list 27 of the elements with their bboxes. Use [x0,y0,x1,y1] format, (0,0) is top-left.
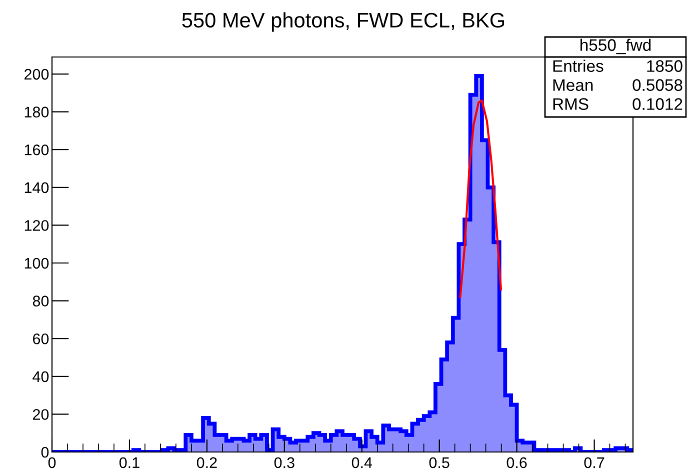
x-tick-label: 0.6 [506,457,527,468]
annotation: 0.5058 [632,79,682,91]
y-tick-label: 140 [24,182,49,194]
text: 1850 [647,60,682,72]
y-tick-label: 160 [24,144,49,156]
x-tick-label: 0.1 [119,457,140,468]
y-tick-label: 100 [24,258,49,269]
y-tick-label: 60 [33,333,49,344]
annotation: RMS [553,98,588,110]
text: h550_fwd [580,38,651,54]
annotation: Mean [553,79,593,91]
y-tick-label: 20 [33,409,49,420]
y-tick-label: 200 [24,68,49,80]
y-tick-label: 80 [32,296,49,306]
x-tick-label: 0.2 [196,457,217,468]
x-tick-label: 0 [48,457,56,468]
annotation: 0.1012 [632,98,682,110]
x-tick-label: 0.4 [352,457,372,468]
chart-title: 550 MeV photons, FWD ECL, BKG [182,12,504,32]
x-tick-label: 0.3 [274,457,294,468]
annotation: Entries [553,60,604,72]
y-tick-label: 0 [41,446,49,458]
x-tick-label: 0.5 [429,457,450,468]
y-tick-label: 40 [32,371,49,382]
y-tick-label: 180 [24,106,49,118]
x-tick-label: 0.7 [584,457,604,468]
y-tick-label: 120 [24,220,49,231]
